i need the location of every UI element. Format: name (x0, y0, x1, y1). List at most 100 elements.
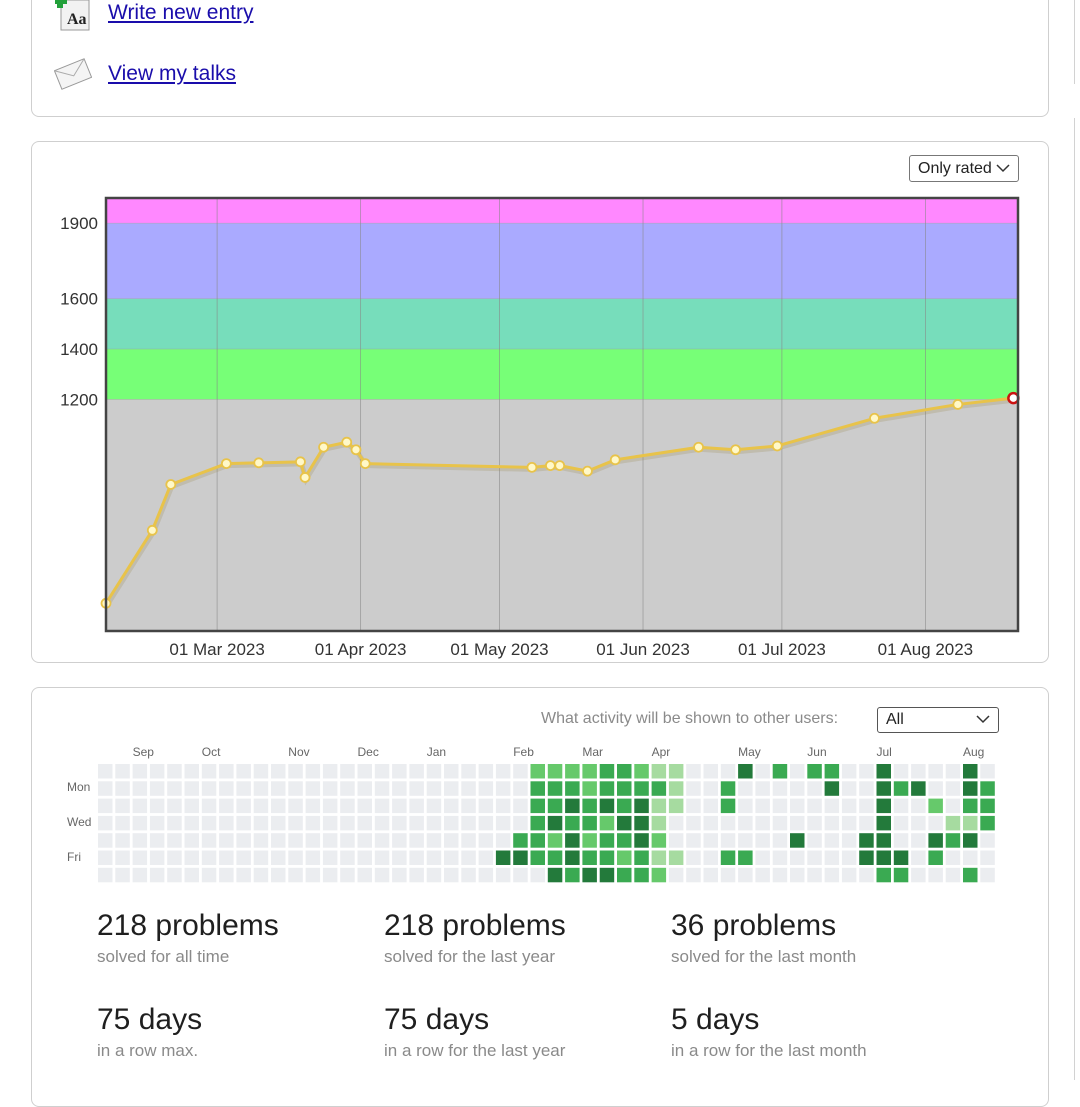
activity-day-cell[interactable] (876, 850, 892, 866)
activity-day-cell[interactable] (98, 798, 113, 814)
activity-day-cell[interactable] (184, 815, 200, 831)
activity-day-cell[interactable] (755, 850, 770, 866)
activity-day-cell[interactable] (132, 764, 148, 779)
activity-day-cell[interactable] (720, 798, 736, 814)
activity-day-cell[interactable] (824, 764, 840, 779)
activity-day-cell[interactable] (444, 764, 459, 779)
activity-day-cell[interactable] (565, 781, 580, 796)
activity-day-cell[interactable] (115, 815, 130, 831)
activity-day-cell[interactable] (461, 781, 476, 796)
activity-day-cell[interactable] (945, 833, 961, 848)
activity-day-cell[interactable] (271, 798, 286, 814)
activity-day-cell[interactable] (911, 815, 926, 831)
activity-day-cell[interactable] (132, 850, 148, 866)
activity-day-cell[interactable] (149, 867, 165, 883)
activity-day-cell[interactable] (392, 867, 407, 883)
activity-day-cell[interactable] (149, 815, 165, 831)
activity-day-cell[interactable] (236, 833, 251, 848)
activity-day-cell[interactable] (565, 833, 580, 848)
activity-day-cell[interactable] (911, 833, 926, 848)
activity-day-cell[interactable] (668, 781, 684, 796)
activity-day-cell[interactable] (409, 850, 424, 866)
activity-day-cell[interactable] (841, 833, 857, 848)
activity-day-cell[interactable] (547, 764, 563, 779)
activity-day-cell[interactable] (271, 850, 286, 866)
activity-day-cell[interactable] (565, 867, 580, 883)
activity-day-cell[interactable] (253, 833, 269, 848)
activity-day-cell[interactable] (703, 850, 719, 866)
activity-day-cell[interactable] (426, 815, 442, 831)
activity-day-cell[interactable] (409, 867, 424, 883)
activity-day-cell[interactable] (617, 815, 632, 831)
activity-day-cell[interactable] (945, 815, 961, 831)
activity-day-cell[interactable] (374, 850, 390, 866)
activity-day-cell[interactable] (599, 833, 615, 848)
activity-day-cell[interactable] (495, 781, 511, 796)
activity-day-cell[interactable] (322, 798, 338, 814)
activity-day-cell[interactable] (790, 781, 805, 796)
activity-day-cell[interactable] (755, 867, 770, 883)
activity-day-cell[interactable] (565, 764, 580, 779)
activity-day-cell[interactable] (461, 764, 476, 779)
activity-day-cell[interactable] (184, 764, 200, 779)
activity-day-cell[interactable] (790, 867, 805, 883)
activity-day-cell[interactable] (167, 850, 182, 866)
activity-day-cell[interactable] (236, 867, 251, 883)
activity-day-cell[interactable] (530, 850, 546, 866)
activity-day-cell[interactable] (790, 833, 805, 848)
activity-day-cell[interactable] (149, 764, 165, 779)
activity-day-cell[interactable] (859, 850, 874, 866)
activity-day-cell[interactable] (322, 815, 338, 831)
activity-day-cell[interactable] (859, 833, 874, 848)
activity-day-cell[interactable] (426, 798, 442, 814)
activity-day-cell[interactable] (219, 764, 234, 779)
activity-day-cell[interactable] (271, 781, 286, 796)
activity-day-cell[interactable] (495, 815, 511, 831)
visibility-select[interactable]: All (877, 707, 999, 733)
activity-day-cell[interactable] (790, 798, 805, 814)
activity-day-cell[interactable] (980, 798, 995, 814)
activity-day-cell[interactable] (565, 815, 580, 831)
activity-day-cell[interactable] (184, 798, 200, 814)
activity-day-cell[interactable] (963, 781, 978, 796)
activity-day-cell[interactable] (426, 764, 442, 779)
activity-day-cell[interactable] (876, 781, 892, 796)
activity-day-cell[interactable] (201, 764, 217, 779)
activity-day-cell[interactable] (582, 764, 597, 779)
activity-day-cell[interactable] (651, 850, 667, 866)
activity-day-cell[interactable] (288, 833, 303, 848)
activity-day-cell[interactable] (357, 850, 373, 866)
activity-day-cell[interactable] (859, 781, 874, 796)
activity-day-cell[interactable] (167, 833, 182, 848)
activity-day-cell[interactable] (686, 781, 701, 796)
activity-day-cell[interactable] (236, 764, 251, 779)
activity-day-cell[interactable] (478, 833, 494, 848)
activity-day-cell[interactable] (461, 798, 476, 814)
activity-day-cell[interactable] (668, 850, 684, 866)
activity-day-cell[interactable] (322, 781, 338, 796)
activity-day-cell[interactable] (651, 781, 667, 796)
activity-day-cell[interactable] (928, 850, 943, 866)
activity-day-cell[interactable] (98, 815, 113, 831)
activity-day-cell[interactable] (841, 798, 857, 814)
activity-day-cell[interactable] (824, 833, 840, 848)
activity-day-cell[interactable] (565, 850, 580, 866)
activity-day-cell[interactable] (409, 764, 424, 779)
activity-day-cell[interactable] (271, 867, 286, 883)
activity-day-cell[interactable] (478, 867, 494, 883)
activity-day-cell[interactable] (599, 798, 615, 814)
activity-day-cell[interactable] (772, 867, 788, 883)
activity-day-cell[interactable] (184, 867, 200, 883)
activity-day-cell[interactable] (340, 833, 355, 848)
activity-day-cell[interactable] (426, 867, 442, 883)
activity-day-cell[interactable] (305, 781, 321, 796)
activity-day-cell[interactable] (634, 764, 649, 779)
activity-day-cell[interactable] (824, 815, 840, 831)
activity-day-cell[interactable] (720, 833, 736, 848)
activity-day-cell[interactable] (167, 798, 182, 814)
activity-day-cell[interactable] (651, 764, 667, 779)
activity-day-cell[interactable] (738, 815, 753, 831)
activity-day-cell[interactable] (495, 833, 511, 848)
activity-day-cell[interactable] (530, 764, 546, 779)
activity-day-cell[interactable] (340, 867, 355, 883)
